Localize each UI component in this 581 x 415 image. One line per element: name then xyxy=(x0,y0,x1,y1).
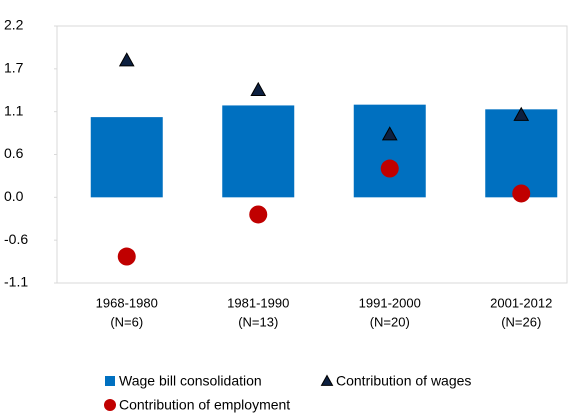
triangle-marker xyxy=(513,106,530,121)
circle-marker xyxy=(249,205,268,224)
x-tick-label: (N=6) xyxy=(110,314,143,329)
y-tick-label: -0.6 xyxy=(4,231,28,247)
y-tick-label: 0.0 xyxy=(4,188,24,204)
circle-marker xyxy=(512,184,531,203)
x-tick-label: (N=13) xyxy=(238,314,278,329)
legend-label: Contribution of employment xyxy=(119,397,290,413)
x-tick-label: 2001-2012 xyxy=(490,295,552,310)
y-tick-label: 2.2 xyxy=(4,17,24,33)
bar xyxy=(90,117,163,198)
y-tick-label: 0.6 xyxy=(4,145,24,161)
triangle-marker xyxy=(250,81,267,96)
circle-marker xyxy=(117,247,136,266)
legend-swatch xyxy=(104,399,116,411)
triangle-marker xyxy=(118,52,135,67)
x-tick-label: (N=26) xyxy=(501,314,541,329)
y-tick-label: 1.1 xyxy=(4,102,24,118)
x-tick-label: (N=20) xyxy=(370,314,410,329)
bar xyxy=(485,109,558,198)
bar xyxy=(222,105,295,198)
legend-swatch xyxy=(105,376,115,386)
x-tick-label: 1991-2000 xyxy=(359,295,421,310)
legend-label: Contribution of wages xyxy=(336,373,471,389)
legend-swatch xyxy=(320,374,334,386)
triangle-marker xyxy=(381,126,398,141)
x-tick-label: 1981-1990 xyxy=(227,295,289,310)
x-tick-label: 1968-1980 xyxy=(96,295,158,310)
legend-label: Wage bill consolidation xyxy=(119,373,262,389)
y-tick-label: 1.7 xyxy=(4,60,24,76)
circle-marker xyxy=(380,159,399,178)
bar xyxy=(353,104,426,198)
y-tick-label: -1.1 xyxy=(4,274,28,290)
